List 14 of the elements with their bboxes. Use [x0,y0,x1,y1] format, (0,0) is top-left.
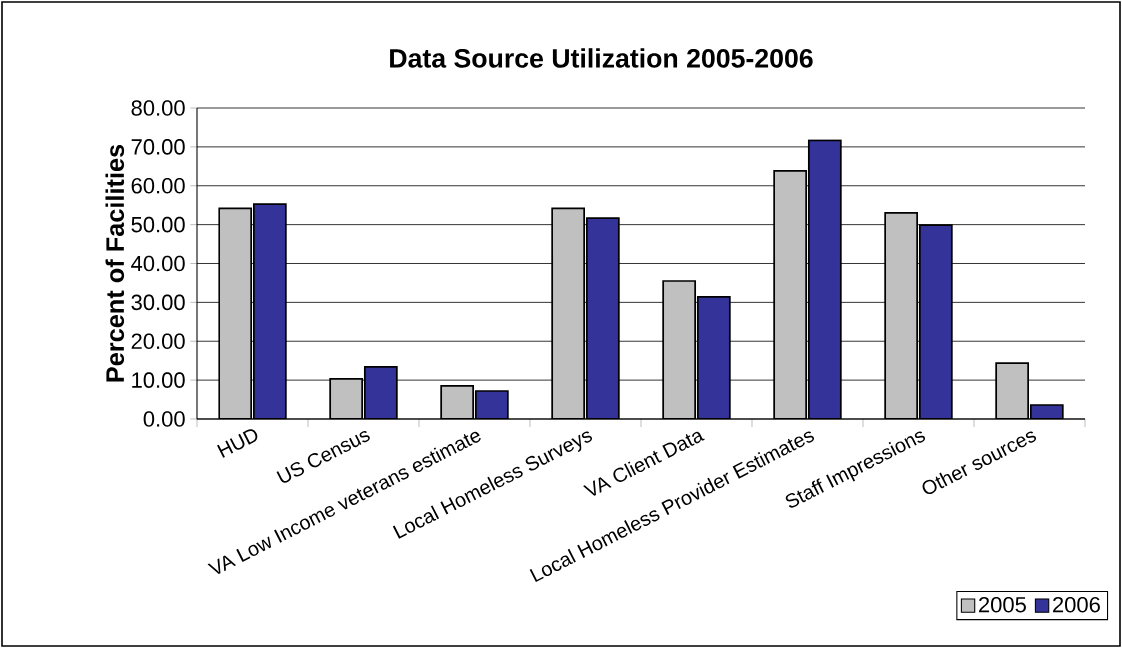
y-tick-label: 60.00 [131,177,185,194]
y-axis-title: Percent of Facilities [105,144,125,382]
y-tick-label: 0.00 [143,411,185,427]
y-tick-label: 70.00 [131,139,185,155]
y-tick-label: 20.00 [131,333,185,350]
y-tick-label: 30.00 [131,294,185,311]
y-tick-label: 50.00 [131,216,185,233]
legend-label: 2005 [979,596,1026,613]
x-tick-label: HUD [217,429,258,458]
y-tick-label: 10.00 [132,372,185,388]
y-tick-label: 80.00 [131,100,185,116]
chart-title: Data Source Utilization 2005-2006 [390,48,813,68]
legend-label: 2006 [1053,596,1100,613]
y-tick-label: 40.00 [131,255,185,272]
